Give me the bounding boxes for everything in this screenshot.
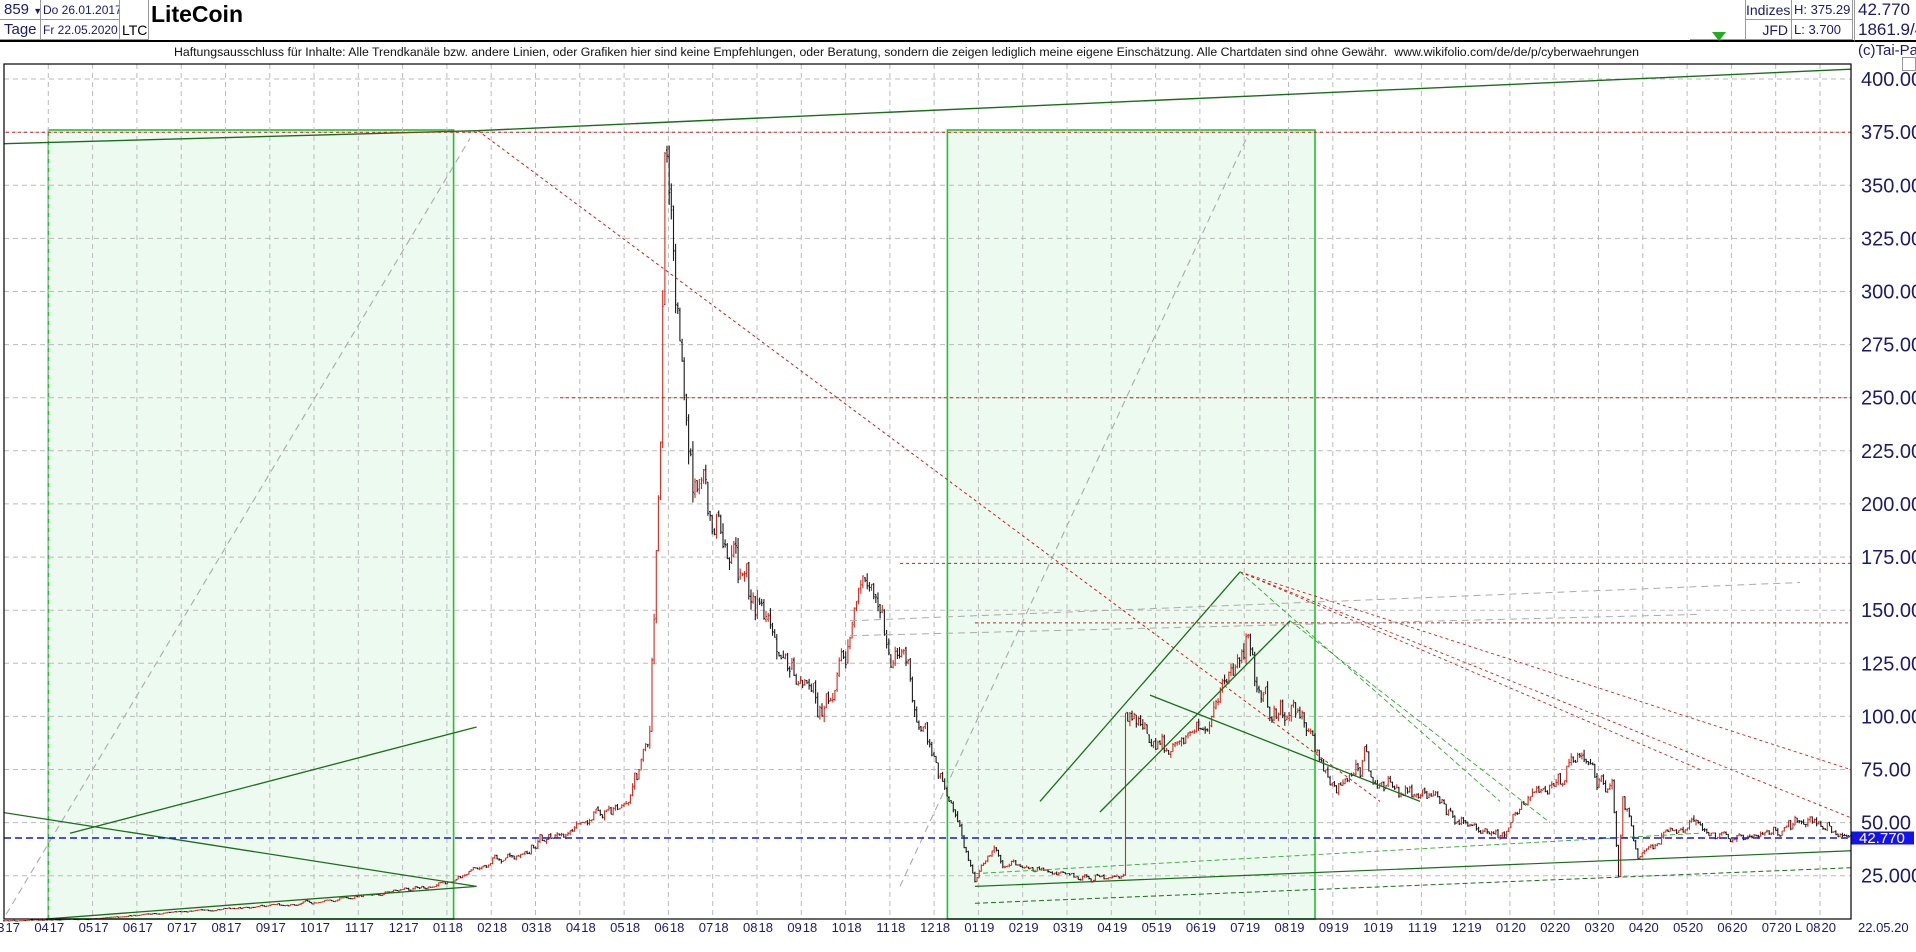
svg-text:275.00: 275.00	[1861, 335, 1916, 357]
svg-text:225.00: 225.00	[1861, 441, 1916, 463]
svg-text:300.00: 300.00	[1861, 282, 1916, 304]
svg-text:42.770: 42.770	[1859, 830, 1905, 847]
svg-text:200.00: 200.00	[1861, 494, 1916, 516]
svg-text:125.00: 125.00	[1861, 653, 1916, 675]
svg-text:375.00: 375.00	[1861, 122, 1916, 144]
svg-text:325.00: 325.00	[1861, 228, 1916, 250]
svg-text:400.00: 400.00	[1861, 69, 1916, 91]
svg-text:25.000: 25.000	[1861, 866, 1916, 888]
svg-text:175.00: 175.00	[1861, 547, 1916, 569]
svg-text:250.00: 250.00	[1861, 388, 1916, 410]
svg-text:75.00: 75.00	[1861, 760, 1911, 782]
svg-text:150.00: 150.00	[1861, 600, 1916, 622]
svg-text:350.00: 350.00	[1861, 175, 1916, 197]
svg-text:100.00: 100.00	[1861, 706, 1916, 728]
